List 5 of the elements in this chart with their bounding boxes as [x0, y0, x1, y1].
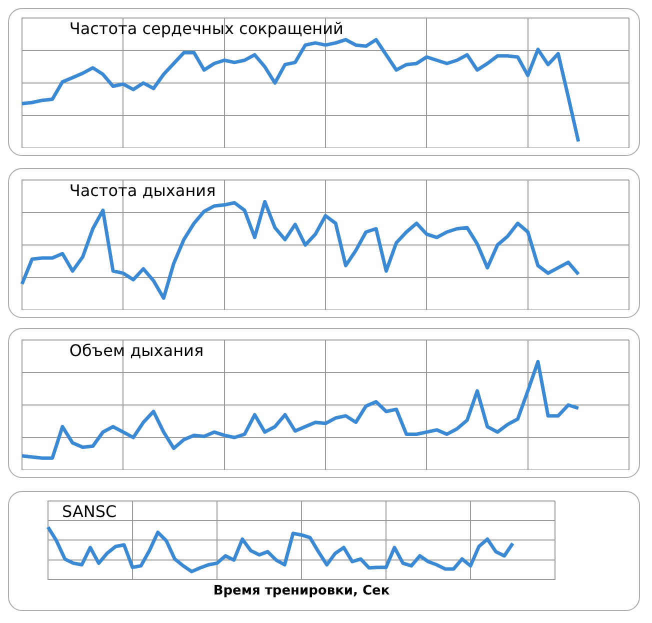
chart-title: SANSC: [62, 502, 117, 522]
chart-title: Объем дыхания: [69, 341, 204, 360]
chart-title: Частота дыхания: [69, 181, 216, 200]
x-axis-title: Время тренировки, Сек: [213, 584, 390, 599]
chart-title: Частота сердечных сокращений: [69, 19, 344, 38]
